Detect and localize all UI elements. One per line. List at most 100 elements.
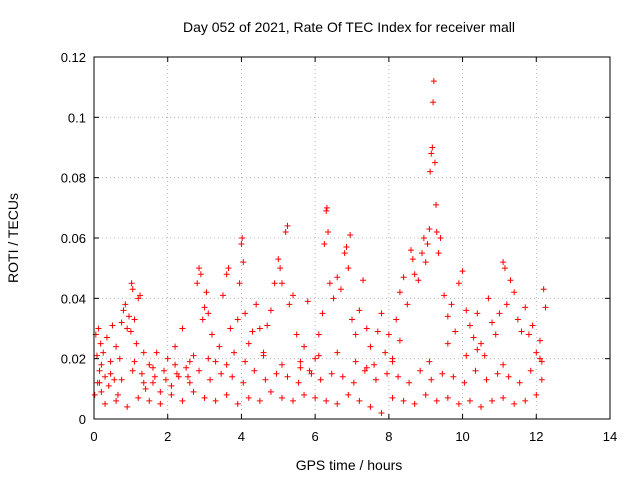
data-point	[450, 373, 457, 380]
data-point	[190, 352, 197, 359]
data-point	[489, 397, 496, 404]
data-point	[111, 376, 118, 383]
data-point	[503, 301, 510, 308]
data-point	[352, 358, 359, 365]
data-point	[328, 370, 335, 377]
y-tick-label: 0.06	[61, 231, 86, 246]
data-point	[334, 274, 341, 281]
data-points	[91, 78, 549, 416]
data-point	[273, 370, 280, 377]
data-point	[527, 367, 534, 374]
data-point	[114, 391, 121, 398]
data-point	[168, 391, 175, 398]
data-point	[278, 394, 285, 401]
data-point	[533, 349, 540, 356]
data-point	[433, 228, 440, 235]
data-point	[435, 250, 442, 257]
data-point	[102, 373, 109, 380]
data-point	[96, 367, 103, 374]
data-point	[129, 367, 136, 374]
data-point	[97, 340, 104, 347]
data-point	[205, 355, 212, 362]
data-point	[341, 250, 348, 257]
data-point	[422, 391, 429, 398]
data-point	[218, 370, 225, 377]
data-point	[339, 373, 346, 380]
data-point	[118, 319, 125, 326]
data-point	[140, 379, 147, 386]
y-axis-label: ROTI / TECUs	[5, 193, 21, 283]
x-tick-label: 14	[603, 429, 617, 444]
data-point	[282, 228, 289, 235]
data-point	[463, 352, 470, 359]
data-point	[116, 355, 123, 362]
data-point	[172, 343, 179, 350]
data-point	[507, 277, 514, 284]
data-point	[437, 235, 444, 241]
data-point	[107, 358, 114, 365]
data-point	[330, 295, 337, 302]
data-point	[426, 225, 433, 232]
data-point	[184, 373, 191, 380]
data-point	[229, 373, 236, 380]
data-point	[113, 397, 120, 404]
data-point	[284, 222, 291, 229]
data-point	[352, 331, 359, 338]
data-point	[540, 286, 547, 293]
data-point	[301, 391, 308, 398]
data-point	[267, 388, 274, 395]
data-point	[98, 388, 105, 395]
data-point	[430, 99, 437, 106]
data-point	[385, 331, 392, 338]
data-point	[129, 286, 136, 293]
data-point	[426, 358, 433, 365]
data-point	[420, 235, 427, 241]
data-point	[470, 334, 477, 341]
data-point	[363, 325, 370, 332]
data-point	[102, 400, 109, 407]
data-point	[430, 78, 437, 85]
data-point	[107, 370, 114, 377]
data-point	[500, 361, 507, 368]
data-point	[179, 325, 186, 332]
data-point	[131, 358, 138, 365]
data-point	[466, 397, 473, 404]
data-point	[306, 367, 313, 374]
data-point	[315, 331, 322, 338]
data-point	[343, 244, 350, 251]
data-point	[326, 280, 333, 287]
data-point	[284, 373, 291, 380]
data-point	[146, 397, 153, 404]
data-point	[212, 397, 219, 404]
data-point	[411, 271, 418, 278]
data-point	[220, 292, 226, 299]
data-point	[240, 259, 247, 266]
data-point	[455, 280, 462, 287]
x-tick-label: 2	[164, 429, 171, 444]
data-point	[321, 241, 328, 248]
data-point	[501, 265, 508, 272]
data-point	[293, 331, 300, 338]
chart-title: Day 052 of 2021, Rate Of TEC Index for r…	[183, 19, 515, 35]
data-point	[533, 391, 540, 398]
data-point	[427, 168, 434, 175]
data-point	[505, 373, 512, 380]
data-point	[227, 325, 234, 332]
data-point	[239, 235, 246, 241]
data-point	[500, 394, 507, 401]
data-point	[389, 355, 396, 362]
x-axis-label: GPS time / hours	[296, 457, 403, 473]
data-point	[157, 388, 164, 395]
data-point	[371, 361, 378, 368]
data-point	[109, 322, 116, 329]
data-point	[472, 367, 479, 374]
data-point	[128, 280, 135, 287]
data-point	[149, 364, 156, 371]
data-point	[424, 241, 431, 248]
data-point	[360, 277, 367, 284]
data-point	[267, 307, 274, 314]
data-point	[448, 301, 455, 308]
y-tick-label: 0.02	[61, 352, 86, 367]
data-point	[162, 376, 169, 383]
